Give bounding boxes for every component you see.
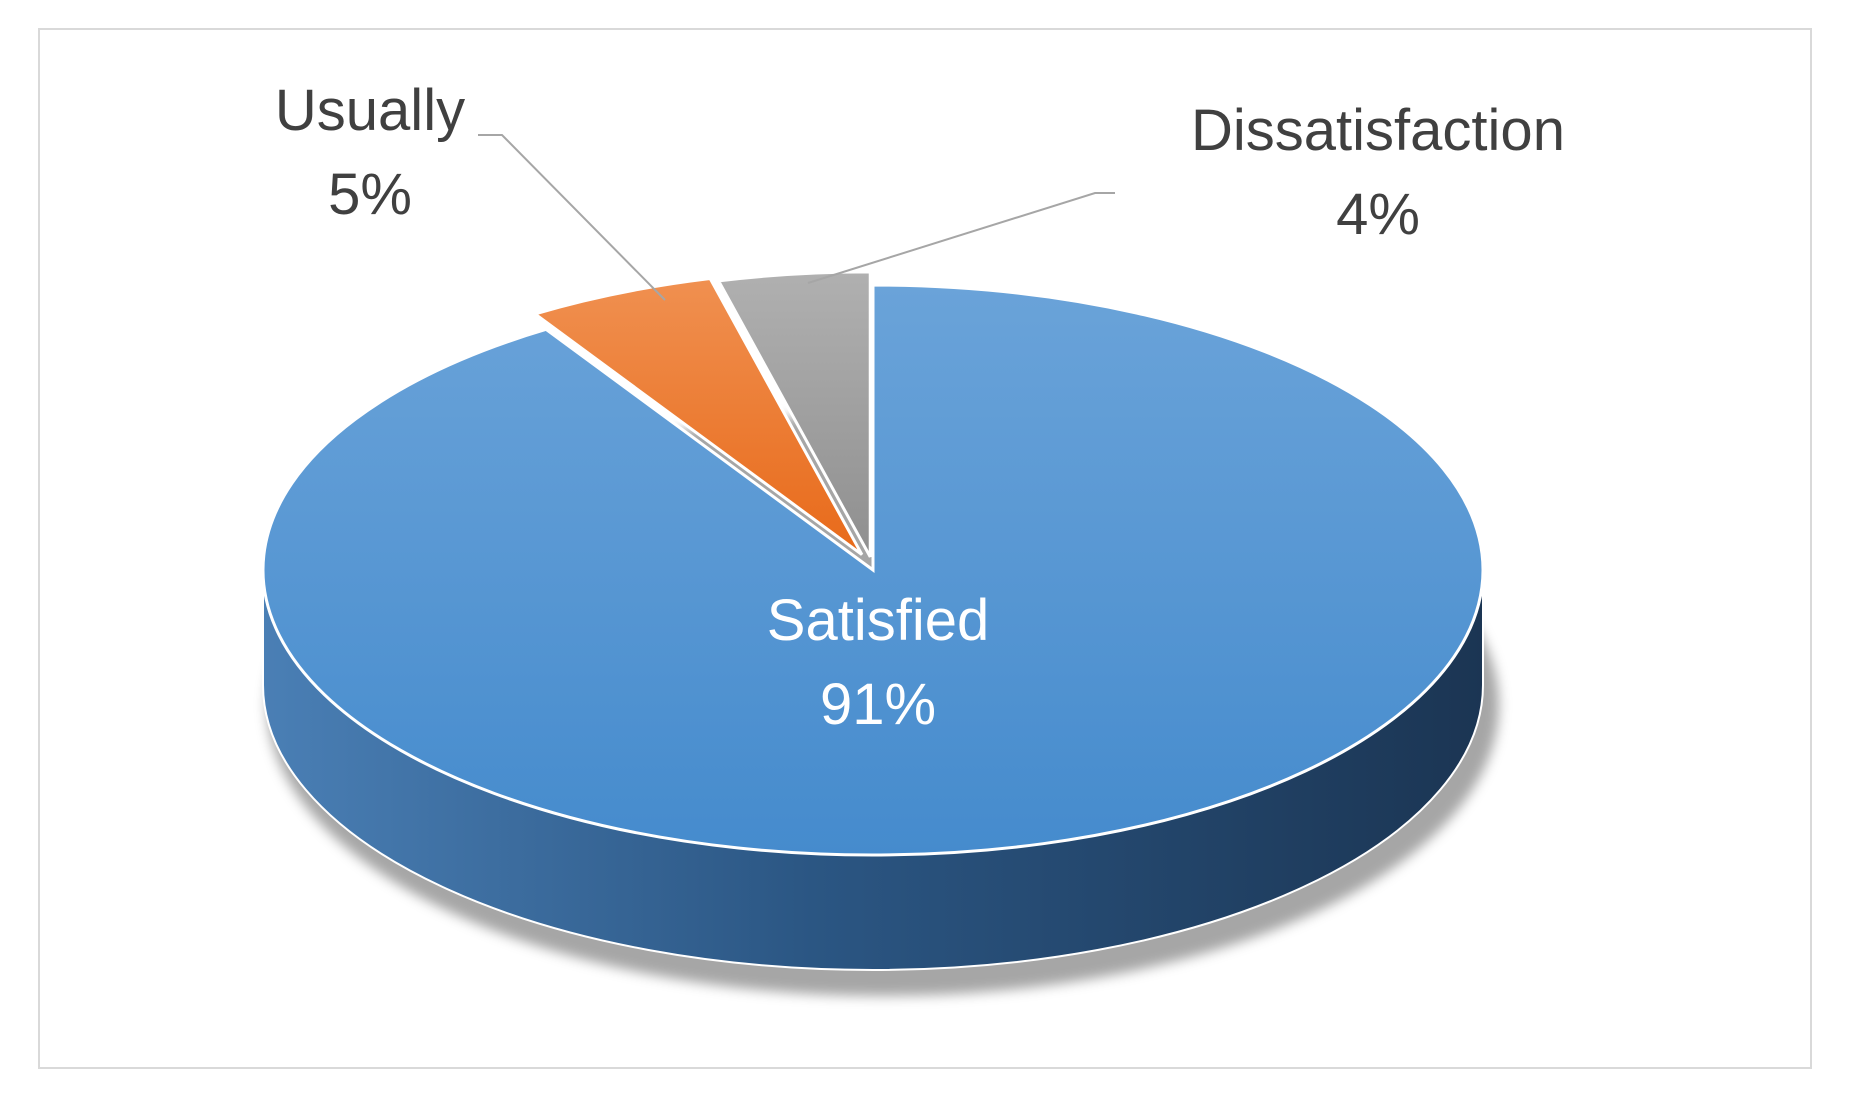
data-label-dissatisfaction: Dissatisfaction 4% — [1191, 98, 1565, 247]
data-label-usually: Usually 5% — [275, 78, 465, 227]
slice-dissatisfaction — [716, 270, 872, 558]
slice-satisfied — [261, 283, 1485, 857]
leader-line-usually — [478, 134, 666, 301]
slice-usually — [531, 276, 864, 556]
leader-line-dissatisfaction — [807, 192, 1115, 284]
data-label-satisfied: Satisfied 91% — [767, 588, 989, 737]
